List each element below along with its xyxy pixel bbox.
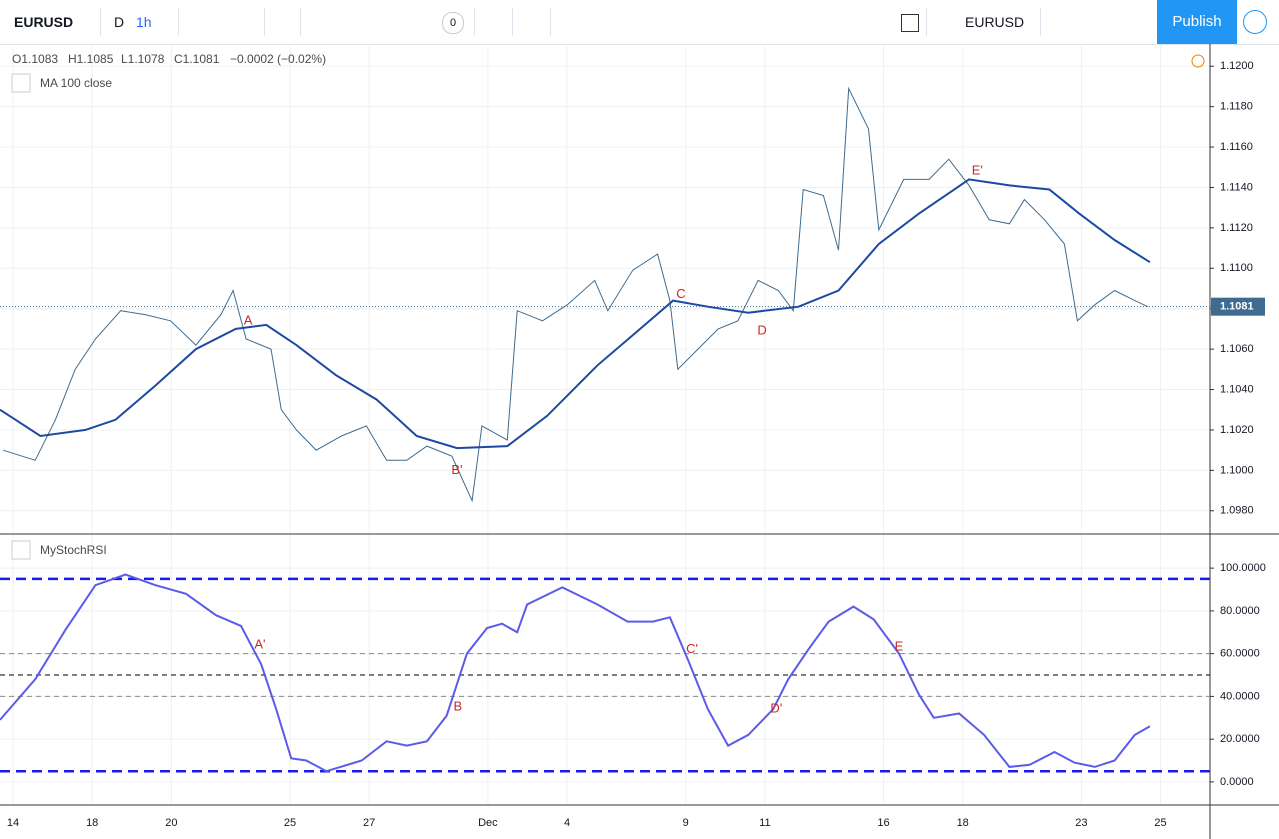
x-tick-label: 25 [1154,817,1166,829]
annotation: C' [686,641,698,656]
separator [300,8,301,36]
y-tick-label: 1.1060 [1220,343,1254,355]
toolbar: EURUSD D 1h 0 EURUSD Publish [0,0,1279,45]
annotation: D' [770,701,782,716]
x-tick-label: 16 [877,817,889,829]
play-button[interactable] [1243,10,1267,34]
x-tick-label: 4 [564,817,570,829]
annotation: E [895,639,904,654]
interval[interactable]: 1h [136,14,152,30]
y-tick-label: 20.0000 [1220,733,1260,745]
y-tick-label: 1.1200 [1220,60,1254,72]
separator [474,8,475,36]
x-tick-label: 14 [7,817,19,829]
x-tick-label: Dec [478,817,498,829]
warning-icon[interactable] [1191,54,1205,68]
y-tick-label: 0.0000 [1220,776,1254,788]
x-tick-label: 27 [363,817,375,829]
x-tick-label: 20 [165,817,177,829]
y-tick-label: 1.1040 [1220,383,1254,395]
separator [512,8,513,36]
y-tick-label: 80.0000 [1220,605,1260,617]
series-line [3,86,1149,503]
fullscreen-box[interactable] [901,14,919,32]
annotation: A' [254,637,265,652]
series-line [0,573,1151,773]
last-price-box [1211,297,1265,316]
y-tick-label: 1.1120 [1220,222,1253,234]
y-tick-label: 40.0000 [1220,690,1260,702]
x-tick-label: 18 [86,817,98,829]
alerts-count[interactable]: 0 [442,12,464,34]
publish-button[interactable]: Publish [1157,0,1237,44]
separator [264,8,265,36]
separator [100,8,101,36]
y-tick-label: 1.1180 [1220,101,1253,113]
legend-high: H1.1085 [68,52,114,66]
period[interactable]: D [114,14,125,30]
annotation: A [244,312,253,327]
separator [178,8,179,36]
separator [926,8,927,36]
last-price-label: 1.1081 [1220,301,1254,313]
y-tick-label: 100.0000 [1220,562,1266,574]
symbol[interactable]: EURUSD [14,14,74,30]
y-tick-label: 1.1160 [1220,141,1253,153]
annotation: B' [451,462,462,477]
x-tick-label: 23 [1075,817,1087,829]
legend-close: C1.1081 [174,52,220,66]
y-tick-label: 1.1000 [1220,464,1254,476]
collapse-button[interactable] [11,540,31,560]
indicator-title: MyStochRSI [40,543,107,557]
y-tick-label: 1.1140 [1220,181,1253,193]
y-tick-label: 1.1020 [1220,424,1254,436]
x-tick-label: 9 [683,817,689,829]
legend-low: L1.1078 [121,52,165,66]
annotation: E' [972,163,983,178]
annotation: C [676,286,685,301]
x-tick-label: 18 [957,817,969,829]
separator [1040,8,1041,36]
separator [550,8,551,36]
legend-open: O1.1083 [12,52,58,66]
series-line [0,178,1151,450]
indicator-title: MA 100 close [40,76,112,90]
x-tick-label: 11 [759,817,770,829]
collapse-button[interactable] [11,73,31,93]
y-tick-label: 60.0000 [1220,648,1260,660]
legend-change: −0.0002 (−0.02%) [230,52,326,66]
compare-symbol[interactable]: EURUSD [965,14,1025,30]
y-tick-label: 1.0980 [1220,505,1254,517]
x-tick-label: 25 [284,817,296,829]
chart-area: O1.1083 H1.1085 L1.1078 C1.1081 −0.0002 … [0,44,1279,839]
annotation: B [453,699,462,714]
annotation: D [757,322,766,337]
y-tick-label: 1.1100 [1220,262,1253,274]
